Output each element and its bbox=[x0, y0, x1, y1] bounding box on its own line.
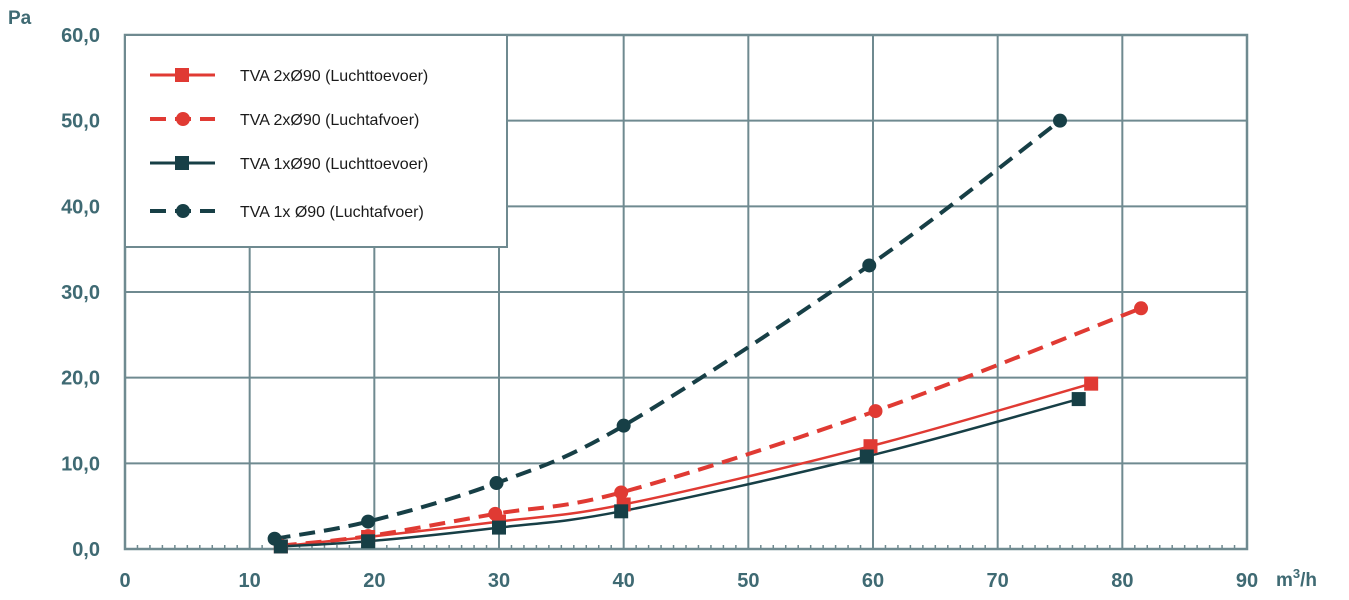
series-2-point bbox=[614, 485, 629, 500]
series-markers bbox=[267, 113, 1149, 554]
plot-frame bbox=[123, 33, 1249, 551]
series-4-point bbox=[1053, 113, 1067, 128]
series-1-line bbox=[280, 382, 1092, 548]
y-tick-label: 60,0 bbox=[61, 25, 100, 47]
series-4-point bbox=[489, 476, 504, 491]
series-4-point bbox=[616, 418, 631, 433]
series-3-point bbox=[361, 534, 376, 549]
series-2-point bbox=[1134, 301, 1149, 316]
series-3-point bbox=[492, 520, 506, 535]
series-4-point bbox=[361, 514, 376, 529]
x-tick-label: 40 bbox=[613, 570, 635, 592]
legend-label-3: TVA 1xØ90 (Luchttoevoer) bbox=[240, 156, 428, 173]
y-tick-label: 40,0 bbox=[61, 196, 100, 218]
legend-swatch-marker bbox=[176, 112, 190, 126]
x-axis-ticks: 0 10 20 30 40 50 60 70 80 90 bbox=[119, 570, 1258, 592]
x-tick-label: 20 bbox=[363, 570, 385, 592]
x-tick-label: 80 bbox=[1111, 570, 1133, 592]
series-3-point bbox=[1071, 392, 1086, 407]
x-tick-label: 90 bbox=[1236, 570, 1258, 592]
x-tick-label: 10 bbox=[239, 570, 261, 592]
y-tick-label: 20,0 bbox=[61, 368, 100, 390]
y-tick-label: 10,0 bbox=[61, 453, 100, 475]
y-axis-ticks: 0,0 10,0 20,0 30,0 40,0 50,0 60,0 bbox=[61, 25, 100, 561]
series-2-point bbox=[868, 404, 883, 419]
legend-label-1: TVA 2xØ90 (Luchttoevoer) bbox=[240, 68, 428, 85]
x-tick-label: 30 bbox=[488, 570, 510, 592]
legend: TVA 2xØ90 (Luchttoevoer) TVA 2xØ90 (Lucht… bbox=[124, 34, 508, 248]
series-1-point bbox=[1084, 376, 1099, 391]
x-tick-label: 50 bbox=[737, 570, 759, 592]
legend-label-2: TVA 2xØ90 (Luchtafvoer) bbox=[240, 112, 419, 129]
y-tick-label: 50,0 bbox=[61, 111, 100, 133]
series-4-point bbox=[862, 258, 877, 273]
series-3-point bbox=[859, 449, 874, 464]
x-tick-label: 70 bbox=[987, 570, 1009, 592]
x-tick-label: 0 bbox=[119, 570, 130, 592]
series-2-point bbox=[488, 506, 503, 521]
legend-label-4: TVA 1x Ø90 (Luchtafvoer) bbox=[240, 204, 424, 221]
y-tick-label: 30,0 bbox=[61, 282, 100, 304]
series-3-point bbox=[614, 504, 629, 519]
x-axis-label: m3/h bbox=[1276, 566, 1317, 591]
legend-swatch-marker bbox=[175, 156, 189, 170]
series-4-line bbox=[274, 119, 1062, 541]
series-4-point bbox=[267, 531, 282, 546]
legend-swatch-marker bbox=[176, 204, 190, 218]
legend-swatch-marker bbox=[175, 68, 189, 82]
x-tick-label: 60 bbox=[862, 570, 884, 592]
y-tick-label: 0,0 bbox=[72, 539, 100, 561]
y-axis-label: Pa bbox=[8, 8, 32, 29]
plot-border bbox=[123, 33, 1249, 551]
